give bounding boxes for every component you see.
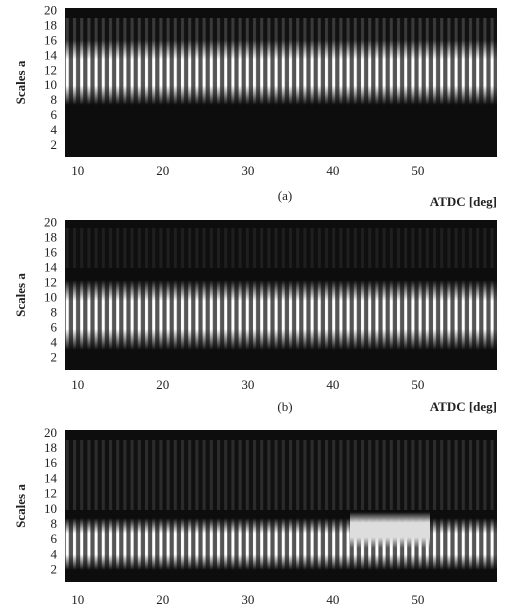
x-tick-label: 50: [411, 377, 424, 392]
y-axis-label: Scales a: [13, 484, 28, 528]
y-tick-label: 14: [44, 47, 58, 62]
y-tick-label: 14: [44, 260, 58, 275]
y-tick-label: 20: [44, 215, 57, 230]
y-tick-label: 18: [44, 18, 57, 33]
y-tick-label: 20: [44, 3, 57, 18]
y-tick-label: 2: [51, 562, 58, 577]
x-tick-label: 20: [156, 163, 169, 178]
x-tick-label: 10: [71, 163, 84, 178]
y-tick-label: 18: [44, 230, 57, 245]
scalogram-a: [65, 8, 497, 157]
y-tick-label: 6: [51, 320, 58, 335]
scalogram-c: [65, 430, 497, 582]
y-tick-label: 10: [44, 501, 57, 516]
y-tick-label: 16: [44, 455, 58, 470]
y-tick-label: 2: [51, 137, 58, 152]
panel-caption: (b): [277, 399, 292, 414]
x-tick-label: 50: [411, 163, 424, 178]
y-tick-label: 20: [44, 425, 57, 440]
y-tick-label: 4: [51, 122, 58, 137]
y-tick-label: 8: [51, 92, 58, 107]
x-tick-label: 40: [326, 377, 339, 392]
scalogram-b: [65, 220, 497, 370]
y-axis-label: Scales a: [13, 60, 28, 104]
x-tick-label: 20: [156, 377, 169, 392]
y-tick-label: 16: [44, 33, 58, 48]
x-axis-label: ATDC [deg]: [430, 399, 497, 414]
x-tick-label: 10: [71, 592, 84, 607]
y-tick-label: 4: [51, 546, 58, 561]
y-tick-label: 6: [51, 107, 58, 122]
y-axis-label: Scales a: [13, 273, 28, 317]
y-tick-label: 18: [44, 440, 57, 455]
y-tick-label: 8: [51, 516, 58, 531]
y-tick-label: 4: [51, 335, 58, 350]
y-tick-label: 10: [44, 77, 57, 92]
x-tick-label: 20: [156, 592, 169, 607]
y-tick-label: 14: [44, 470, 58, 485]
y-tick-label: 12: [44, 62, 57, 77]
x-tick-label: 30: [241, 377, 254, 392]
panel-caption: (a): [278, 188, 292, 203]
x-tick-label: 50: [411, 592, 424, 607]
x-axis-label: ATDC [deg]: [430, 194, 497, 209]
y-tick-label: 10: [44, 290, 57, 305]
x-tick-label: 40: [326, 592, 339, 607]
y-tick-label: 12: [44, 486, 57, 501]
y-tick-label: 8: [51, 305, 58, 320]
y-tick-label: 12: [44, 275, 57, 290]
x-tick-label: 10: [71, 377, 84, 392]
y-tick-label: 16: [44, 245, 58, 260]
x-tick-label: 30: [241, 163, 254, 178]
y-tick-label: 6: [51, 531, 58, 546]
x-tick-label: 30: [241, 592, 254, 607]
x-tick-label: 40: [326, 163, 339, 178]
y-tick-label: 2: [51, 350, 58, 365]
